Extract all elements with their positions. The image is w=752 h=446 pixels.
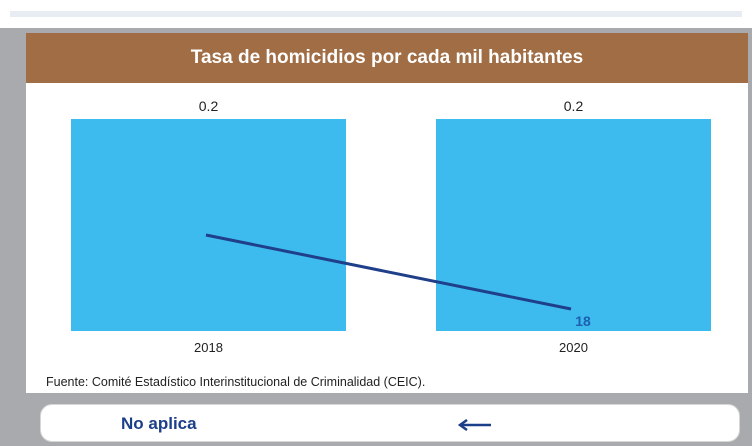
chart-header: Tasa de homicidios por cada mil habitant… bbox=[26, 33, 748, 83]
left-arrow-icon bbox=[457, 419, 491, 431]
x-tick-label-2020: 2020 bbox=[559, 340, 588, 355]
bar-2020 bbox=[436, 119, 711, 331]
trend-line bbox=[205, 233, 572, 311]
top-divider bbox=[10, 11, 742, 17]
source-note: Fuente: Comité Estadístico Interinstituc… bbox=[46, 375, 426, 389]
x-tick-label-2018: 2018 bbox=[194, 340, 223, 355]
no-aplica-button[interactable]: No aplica bbox=[40, 404, 740, 442]
chart-card: Tasa de homicidios por cada mil habitant… bbox=[26, 33, 748, 393]
bar-value-label-2020: 0.2 bbox=[564, 98, 584, 114]
line-point-label-2020: 18 bbox=[575, 313, 591, 329]
bar-2018 bbox=[71, 119, 346, 331]
chart-title: Tasa de homicidios por cada mil habitant… bbox=[190, 47, 584, 68]
top-strip bbox=[0, 0, 752, 28]
bar-chart: 0.2 2018 0.2 2020 18 bbox=[71, 98, 711, 355]
no-aplica-label: No aplica bbox=[121, 414, 197, 433]
bar-value-label-2018: 0.2 bbox=[199, 98, 219, 114]
